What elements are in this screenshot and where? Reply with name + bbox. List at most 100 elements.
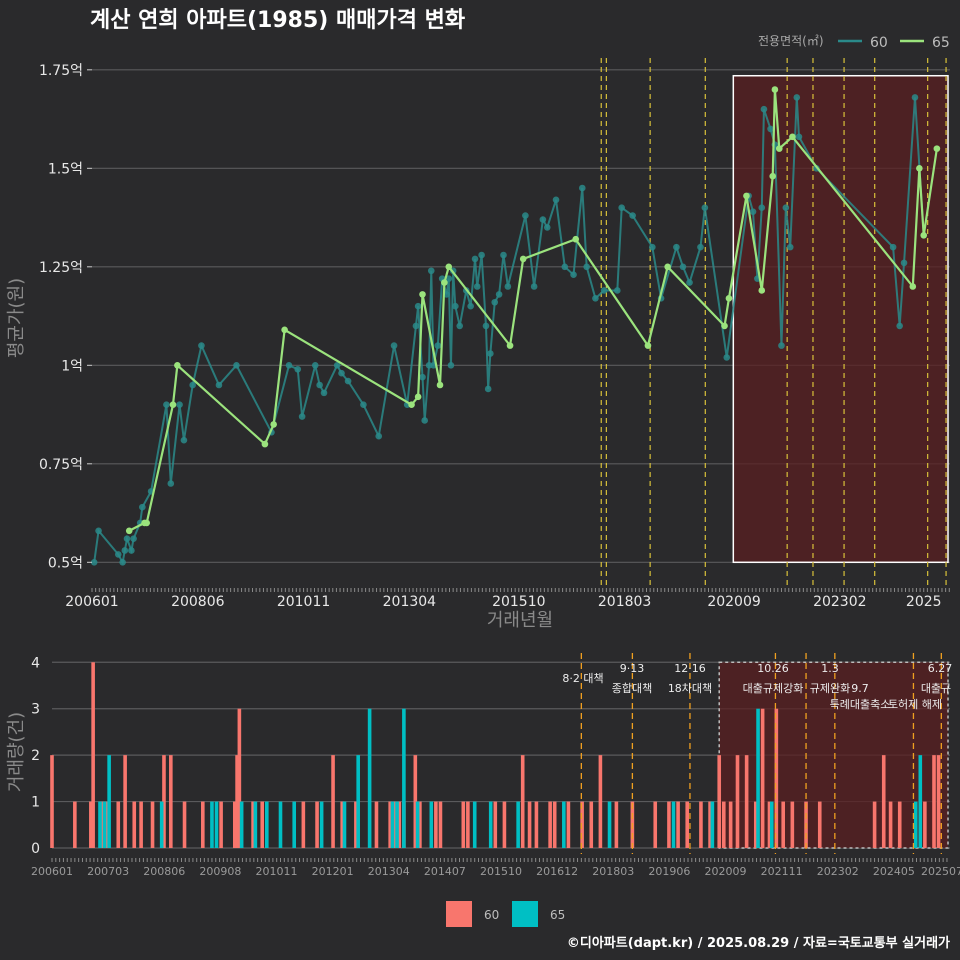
volume-bar-60	[781, 801, 785, 848]
volume-bar-65	[562, 801, 566, 848]
point-60	[215, 381, 223, 389]
policy-annotation-text: 9.7	[851, 682, 869, 695]
volume-bar-60	[235, 755, 239, 848]
point-65	[721, 322, 728, 330]
volume-x-tick-label: 200908	[199, 865, 241, 878]
volume-bar-60	[767, 801, 772, 848]
point-60	[447, 362, 455, 369]
volume-bar-65	[239, 801, 244, 848]
price-series	[90, 86, 941, 566]
point-60	[539, 216, 547, 223]
volume-bar-60	[162, 755, 166, 848]
price-y-tick-label: 1.25억	[39, 260, 83, 276]
volume-bar-60	[132, 801, 137, 848]
point-60	[167, 480, 175, 487]
price-x-tick-label: 200806	[171, 594, 225, 610]
price-y-tick-label: 0.75억	[39, 457, 83, 473]
point-60	[889, 243, 897, 251]
price-axes: 0.5억 0.75억 1억 1.25억 1.5억 1.75억 200601 200806 201…	[39, 63, 950, 610]
volume-bar-60	[116, 801, 121, 848]
point-60	[686, 279, 693, 286]
volume-bar-65	[292, 801, 297, 848]
point-60	[543, 224, 551, 231]
volume-bar-60	[392, 801, 397, 848]
point-60	[176, 401, 183, 409]
volume-bar-60	[413, 755, 418, 848]
volume-bar-60	[232, 801, 237, 848]
policy-annotation-text: 대출규제강화	[743, 682, 804, 695]
point-60	[163, 401, 170, 409]
volume-bar-60	[434, 801, 438, 848]
volume-bar-60	[418, 801, 422, 848]
volume-bar-60	[237, 708, 242, 848]
volume-bar-65	[253, 801, 258, 848]
point-65	[572, 235, 580, 243]
point-65	[920, 231, 928, 239]
point-60	[482, 322, 490, 330]
volume-x-tick-label: 202405	[873, 865, 915, 878]
volume-bar-60	[744, 755, 749, 848]
point-60	[629, 212, 636, 219]
volume-bar-60	[923, 801, 927, 848]
point-60	[311, 362, 319, 369]
point-60	[344, 377, 352, 385]
price-x-tick-label: 200601	[65, 594, 118, 610]
volume-x-tick-label: 201011	[256, 865, 298, 878]
volume-x-tick-label: 202111	[761, 865, 803, 878]
point-65	[664, 263, 671, 271]
point-60	[614, 287, 621, 294]
volume-y-tick-label: 3	[31, 702, 40, 718]
volume-bar-60	[552, 801, 557, 848]
price-highlight-region	[732, 74, 949, 564]
volume-x-tick-label: 202302	[817, 865, 859, 878]
volume-bars	[50, 662, 941, 848]
point-60	[467, 302, 474, 310]
volume-bar-65	[769, 801, 774, 848]
volume-bar-65	[756, 708, 760, 848]
point-60	[128, 547, 135, 554]
price-y-tick-label: 1.75억	[39, 63, 83, 79]
point-65	[270, 421, 277, 428]
volume-bar-60	[182, 801, 187, 848]
volume-bar-60	[817, 801, 822, 848]
volume-bar-60	[150, 801, 155, 848]
point-60	[189, 381, 196, 389]
point-65	[441, 279, 448, 286]
point-60	[649, 243, 656, 251]
point-60	[478, 251, 485, 259]
point-65	[169, 401, 177, 409]
policy-annotation-text: 10.26	[757, 662, 789, 675]
volume-bar-60	[105, 801, 109, 848]
point-60	[491, 298, 499, 306]
policy-annotation-text: 8·2 대책	[562, 672, 603, 685]
policy-annotation-text: 6.27	[928, 662, 953, 675]
point-65	[519, 255, 527, 263]
volume-bar-60	[91, 662, 95, 848]
volume-bar-60	[301, 801, 306, 848]
point-60	[896, 322, 903, 330]
point-60	[456, 322, 464, 330]
legend-swatch-sale-60	[446, 901, 472, 927]
point-65	[775, 145, 783, 152]
volume-bar-65	[214, 801, 219, 848]
price-y-tick-label: 1억	[61, 358, 83, 374]
point-60	[360, 401, 367, 409]
point-65	[436, 381, 444, 389]
volume-bar-65	[395, 801, 399, 848]
point-65	[143, 519, 151, 527]
volume-bar-65	[102, 801, 107, 848]
point-60	[723, 354, 731, 361]
point-60	[119, 559, 126, 566]
policy-annotations: 8·2 대책 9·13 종합대책 12·16 18차대책 10.26 대출규제강화 1.3 규제…	[562, 662, 952, 711]
volume-bar-65	[210, 801, 214, 848]
volume-axes: 0 1 2 3 4 200601 200703 200806 200908 201011 20120…	[31, 655, 960, 878]
volume-bar-60	[614, 801, 619, 848]
volume-bar-60	[667, 801, 671, 848]
volume-bar-60	[251, 801, 255, 848]
volume-bar-60	[315, 801, 319, 848]
point-60	[504, 283, 512, 290]
price-x-tick-label: 201803	[598, 594, 651, 610]
point-65	[644, 342, 652, 349]
price-highlight-fill	[733, 75, 948, 563]
source-caption: ©디아파트(dapt.kr) / 2025.08.29 / 자료=국토교통부 실…	[567, 935, 950, 951]
